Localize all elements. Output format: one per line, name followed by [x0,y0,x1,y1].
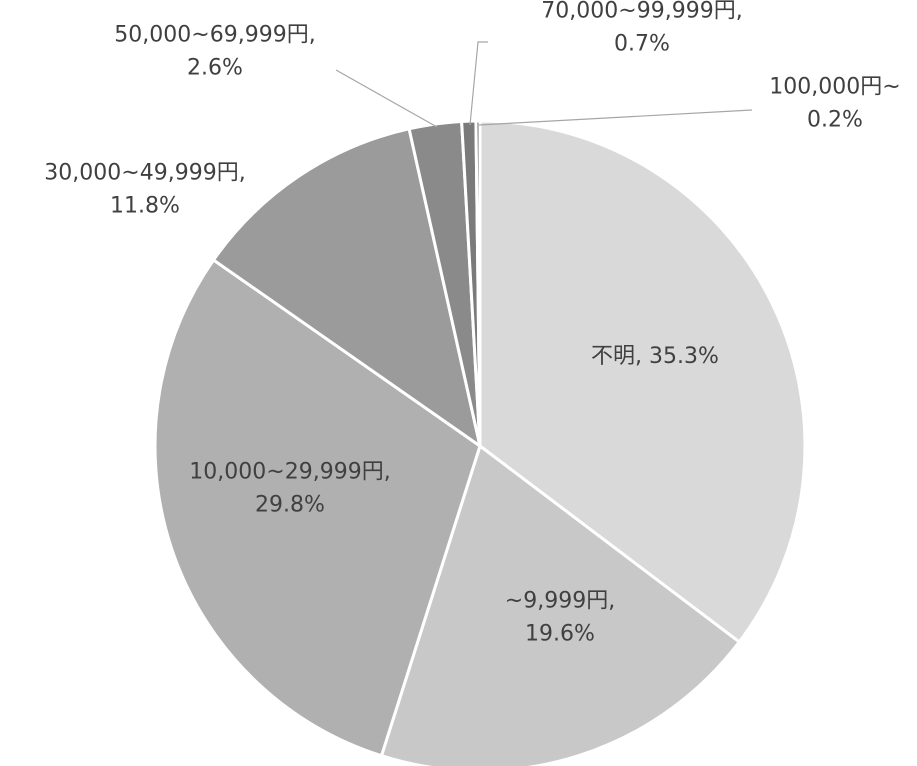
data-label-5: 50,000~69,999円, 2.6% [114,23,315,81]
data-label-5-line-1: 50,000~69,999円, [114,23,315,48]
data-label-7-line-1: 100,000円~ [769,75,900,100]
data-label-2-line-1: ~9,999円, [505,589,615,614]
data-label-4-line-2: 11.8% [110,194,180,219]
data-label-7-line-2: 0.2% [807,108,863,133]
data-label-1-line-1: 不明, 35.3% [591,344,719,369]
leader-line-5 [335,69,438,128]
data-label-3-line-2: 29.8% [255,493,325,518]
pie-slice-3 [153,258,482,758]
data-label-3-line-1: 10,000~29,999円, [189,460,390,485]
pie-slice-4 [212,127,482,448]
data-label-2: ~9,999円, 19.6% [505,589,615,647]
leader-line-6 [469,41,488,126]
leader-lines [335,41,753,128]
leader-line-7 [478,109,753,126]
data-label-2-line-2: 19.6% [525,622,595,647]
data-label-1: 不明, 35.3% [591,344,719,369]
data-label-4: 30,000~49,999円, 11.8% [44,161,245,219]
data-label-5-line-2: 2.6% [187,56,243,81]
data-label-3: 10,000~29,999円, 29.8% [189,460,390,518]
data-label-4-line-1: 30,000~49,999円, [44,161,245,186]
pie-slice-7 [474,119,482,448]
data-labels: 不明, 35.3% ~9,999円, 19.6% 10,000~29,999円, 29.… [44,0,900,647]
pie-slices [153,119,807,766]
data-label-6-line-2: 0.7% [614,32,670,57]
pie-slice-1 [478,119,807,644]
data-label-6: 70,000~99,999円, 0.7% [541,0,742,57]
data-label-6-line-1: 70,000~99,999円, [541,0,742,24]
data-label-7: 100,000円~ 0.2% [769,75,900,133]
pie-slice-2 [380,444,741,766]
